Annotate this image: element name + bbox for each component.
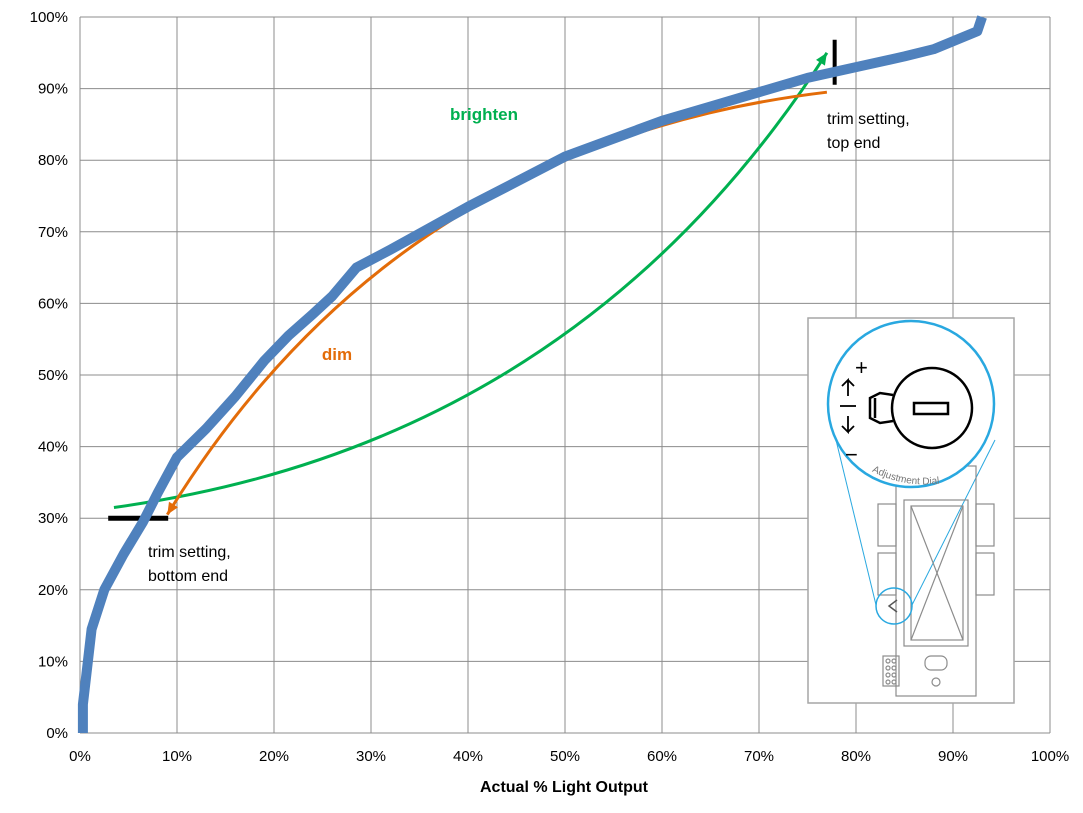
dim-arrowhead xyxy=(167,501,179,515)
dial-plus-sign: + xyxy=(855,355,868,380)
dial-minus-sign: − xyxy=(845,442,858,467)
dimmer-inset: + − Adjustment Dial xyxy=(807,317,1015,704)
x-tick-label: 40% xyxy=(453,748,483,765)
dim-label: dim xyxy=(322,345,352,364)
switch-body xyxy=(877,465,995,697)
x-tick-label: 20% xyxy=(259,748,289,765)
y-tick-label: 50% xyxy=(38,367,68,384)
brighten-label: brighten xyxy=(450,105,518,124)
y-tick-label: 40% xyxy=(38,439,68,456)
callout-line-left xyxy=(835,439,877,606)
magnified-dial-circle xyxy=(826,319,996,489)
trim-top-label-line2: top end xyxy=(827,135,880,152)
y-axis-ticks: 0% 10% 20% 30% 40% 50% 60% 70% 80% 90% 100% xyxy=(30,9,68,742)
dial-location-circle xyxy=(875,587,913,625)
x-tick-label: 80% xyxy=(841,748,871,765)
dial-location-mark xyxy=(887,599,898,613)
x-tick-label: 90% xyxy=(938,748,968,765)
x-axis-ticks: 0% 10% 20% 30% 40% 50% 60% 70% 80% 90% 100% xyxy=(69,748,1069,765)
y-tick-label: 30% xyxy=(38,510,68,527)
y-tick-label: 70% xyxy=(38,224,68,241)
y-tick-label: 90% xyxy=(38,81,68,98)
callout-line-right xyxy=(911,439,996,606)
x-tick-label: 30% xyxy=(356,748,386,765)
trim-top-label-line1: trim setting, xyxy=(827,111,910,128)
y-tick-label: 60% xyxy=(38,295,68,312)
brighten-arrow xyxy=(113,51,829,509)
x-tick-label: 100% xyxy=(1031,748,1069,765)
y-tick-label: 20% xyxy=(38,582,68,599)
x-axis-title: Actual % Light Output xyxy=(480,779,649,796)
trim-bottom-label-line2: bottom end xyxy=(148,568,228,585)
brighten-arrowhead xyxy=(816,52,827,66)
x-tick-label: 50% xyxy=(550,748,580,765)
bulb-icon xyxy=(868,366,974,450)
y-tick-label: 10% xyxy=(38,653,68,670)
y-tick-label: 100% xyxy=(30,9,68,26)
series-line xyxy=(77,15,987,733)
y-tick-label: 0% xyxy=(46,725,68,742)
dial-direction-arrows xyxy=(840,377,856,435)
x-tick-label: 10% xyxy=(162,748,192,765)
x-tick-label: 0% xyxy=(69,748,91,765)
y-tick-label: 80% xyxy=(38,152,68,169)
x-tick-label: 70% xyxy=(744,748,774,765)
x-tick-label: 60% xyxy=(647,748,677,765)
trim-bottom-label-line1: trim setting, xyxy=(148,544,231,561)
